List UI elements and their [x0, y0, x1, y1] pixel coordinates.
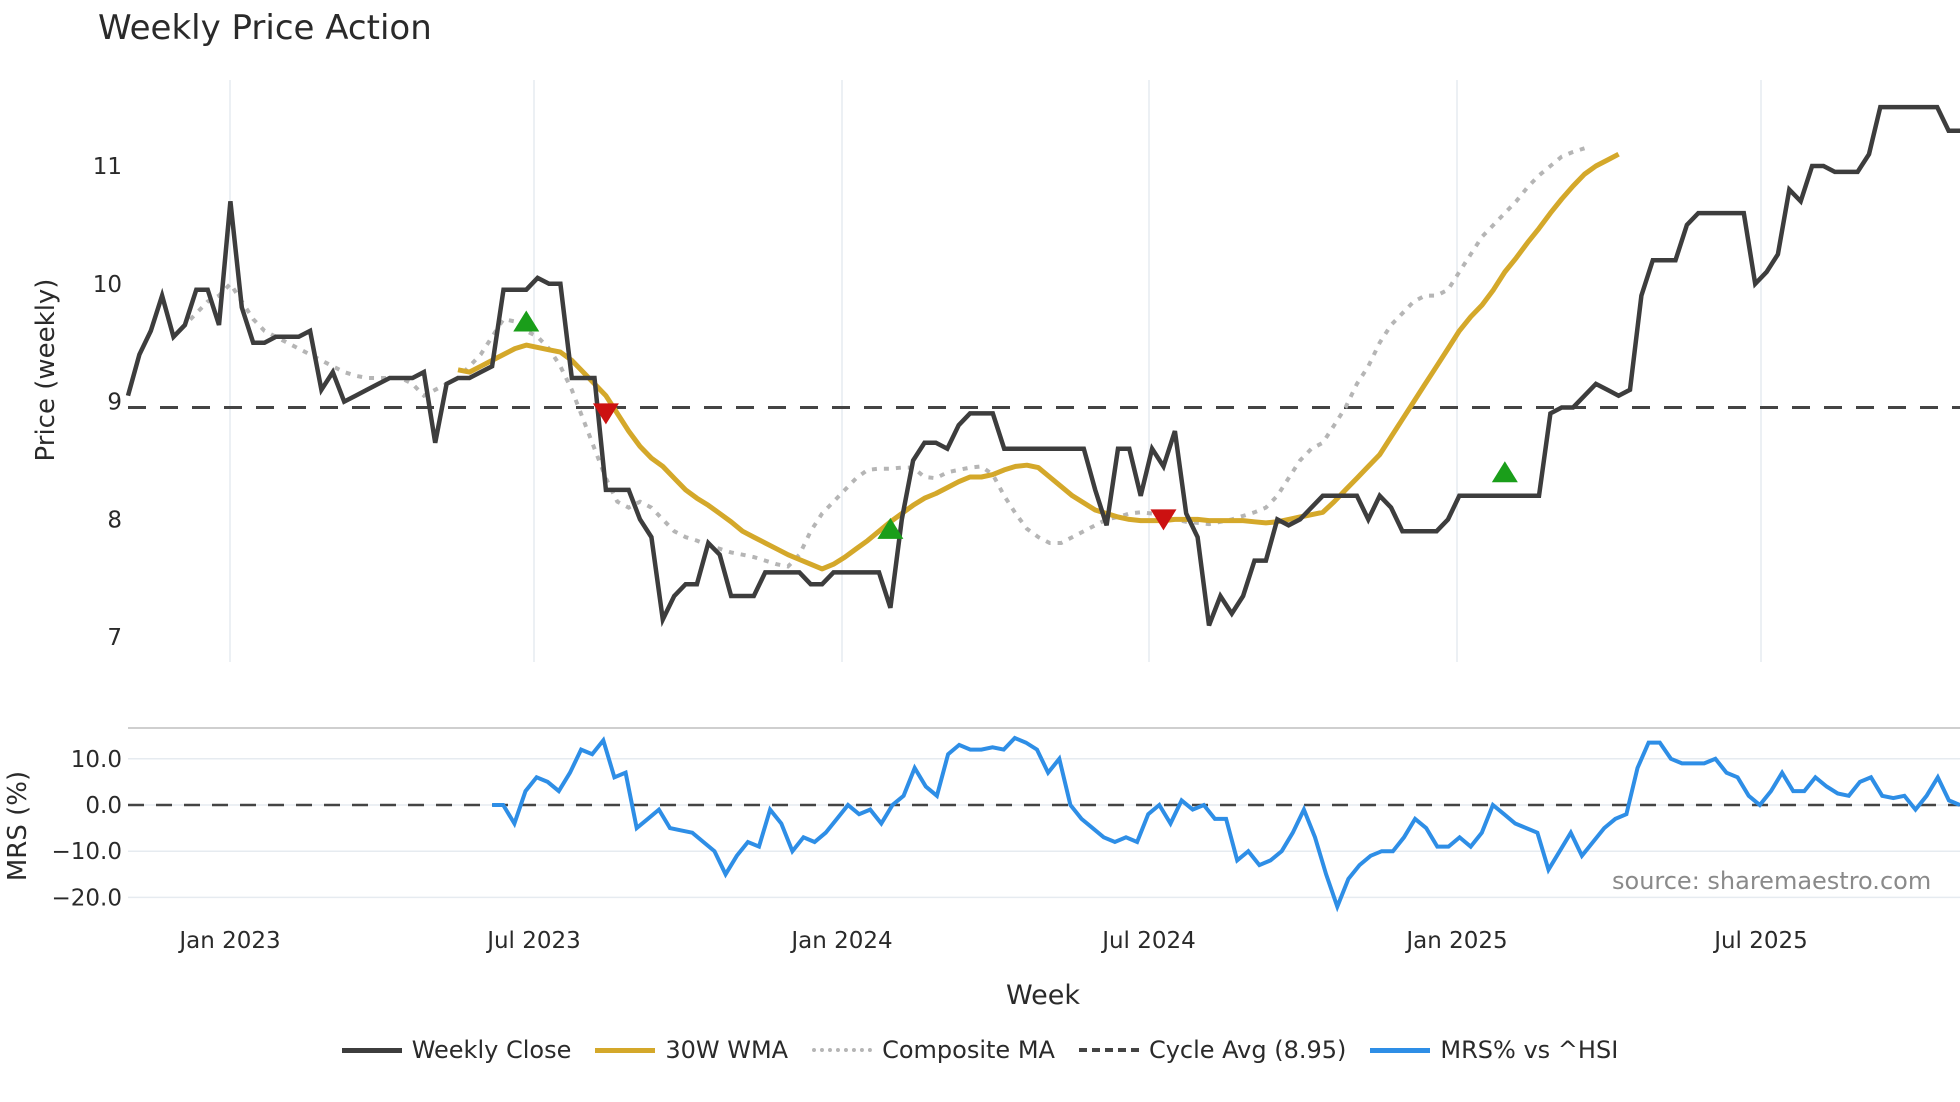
legend-swatch-icon [812, 1048, 873, 1052]
sell-signal-icon [592, 403, 619, 425]
price-y-tick: 10 [93, 272, 122, 298]
x-tick-label: Jan 2024 [789, 928, 892, 954]
x-axis-label: Week [1006, 980, 1080, 1011]
legend-label: Weekly Close [411, 1036, 572, 1064]
wma30-line [457, 151, 1620, 572]
chart-title: Weekly Price Action [98, 8, 432, 48]
x-tick-label: Jan 2023 [177, 928, 280, 954]
price-y-tick: 9 [107, 390, 122, 416]
mrs-y-tick: 0.0 [85, 793, 122, 819]
legend-label: 30W WMA [665, 1036, 789, 1064]
sell-signal-icon [1150, 509, 1177, 531]
mrs-y-tick: −10.0 [52, 839, 122, 865]
legend-item-wma30[interactable]: 30W WMA [595, 1036, 788, 1064]
legend-item-weekly_close[interactable]: Weekly Close [341, 1036, 572, 1064]
legend-swatch-icon [1370, 1047, 1431, 1053]
legend-label: MRS% vs ^HSI [1440, 1036, 1619, 1064]
legend-item-cycle_avg[interactable]: Cycle Avg (8.95) [1078, 1036, 1347, 1064]
mrs-y-tick: 10.0 [71, 747, 122, 773]
price-y-tick: 7 [107, 625, 122, 651]
legend-swatch-icon [1078, 1048, 1139, 1052]
x-tick-label: Jul 2023 [485, 928, 581, 954]
legend-label: Cycle Avg (8.95) [1148, 1036, 1347, 1064]
price-y-tick: 8 [107, 507, 122, 533]
mrs-y-axis-label: MRS (%) [3, 771, 33, 881]
legend-item-mrs[interactable]: MRS% vs ^HSI [1370, 1036, 1618, 1064]
buy-signal-icon [1491, 461, 1518, 483]
legend: Weekly Close 30W WMA Composite MA Cycle Avg… [0, 1036, 1960, 1064]
x-tick-label: Jul 2025 [1712, 928, 1808, 954]
legend-swatch-icon [595, 1047, 656, 1053]
legend-swatch-icon [341, 1047, 402, 1053]
mrs-line [492, 735, 1960, 913]
buy-signal-icon [877, 517, 904, 539]
composite-ma-line [172, 146, 1586, 569]
legend-label: Composite MA [882, 1036, 1055, 1064]
source-note: source: sharemaestro.com [1612, 867, 1932, 895]
weekly-close-line [125, 104, 1960, 628]
x-tick-label: Jan 2025 [1404, 928, 1507, 954]
legend-item-composite_ma[interactable]: Composite MA [812, 1036, 1055, 1064]
price-y-tick: 11 [93, 154, 122, 180]
buy-signal-icon [513, 310, 540, 332]
x-tick-label: Jul 2024 [1100, 928, 1196, 954]
price-y-axis-label: Price (weekly) [31, 279, 61, 462]
mrs-y-tick: −20.0 [52, 885, 122, 911]
